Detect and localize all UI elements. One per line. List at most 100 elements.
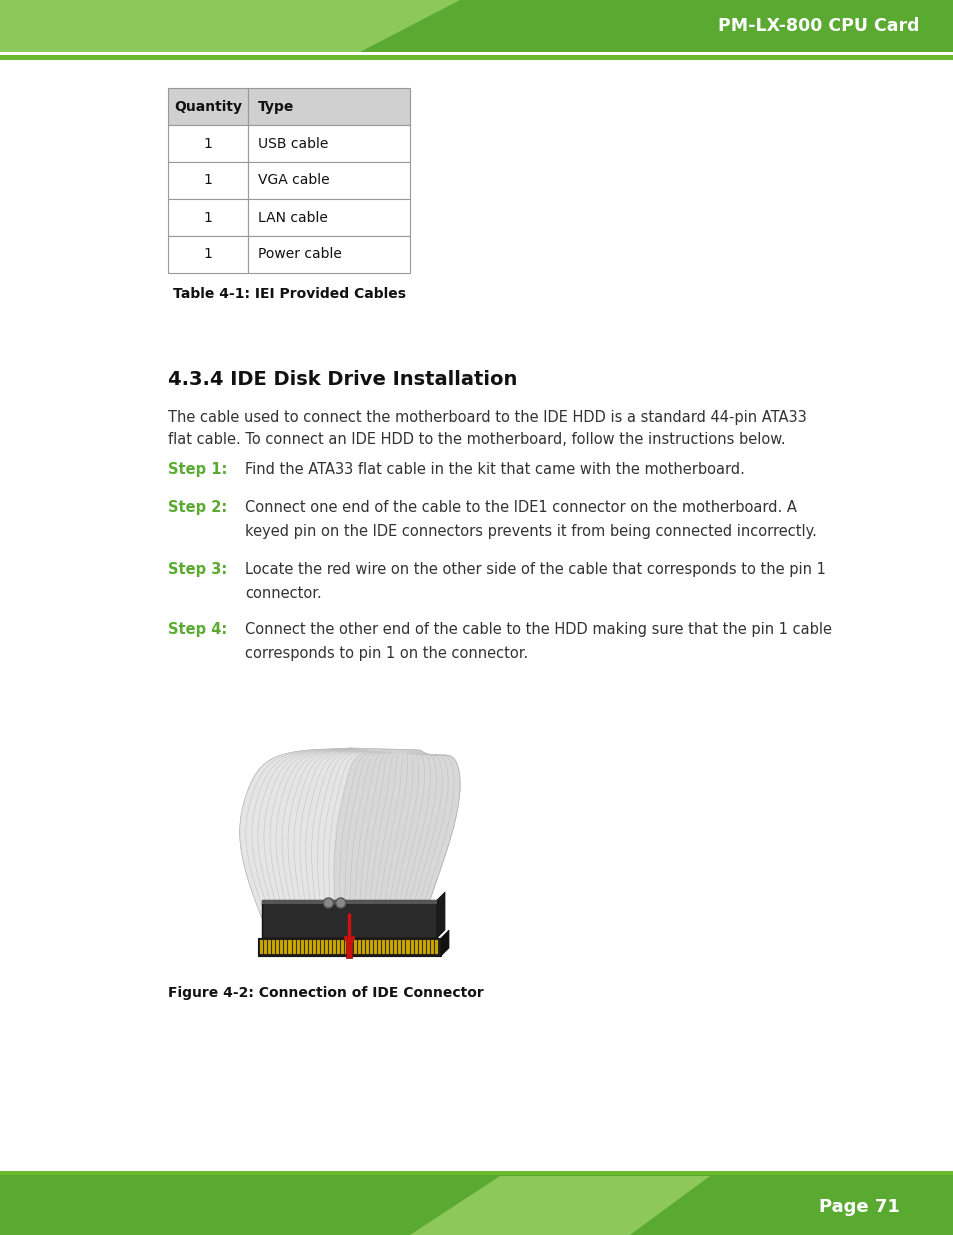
Bar: [390, 940, 393, 953]
Bar: [257, 939, 440, 956]
Bar: [272, 940, 275, 953]
Text: keyed pin on the IDE connectors prevents it from being connected incorrectly.: keyed pin on the IDE connectors prevents…: [245, 524, 816, 538]
Text: Table 4-1: IEI Provided Cables: Table 4-1: IEI Provided Cables: [172, 287, 406, 301]
Bar: [0, 56, 953, 61]
Text: Quantity: Quantity: [173, 100, 242, 114]
Bar: [264, 940, 267, 953]
Bar: [386, 940, 389, 953]
Bar: [406, 940, 409, 953]
Text: Page 71: Page 71: [819, 1198, 899, 1216]
Bar: [422, 940, 425, 953]
Bar: [346, 936, 352, 958]
Bar: [316, 940, 319, 953]
Bar: [337, 940, 340, 953]
Text: 1: 1: [203, 247, 213, 262]
Bar: [333, 940, 335, 953]
Bar: [248, 125, 410, 162]
Text: Step 1:: Step 1:: [168, 462, 227, 477]
Bar: [248, 199, 410, 236]
Bar: [398, 940, 401, 953]
Text: Type: Type: [257, 100, 294, 114]
Text: connector.: connector.: [245, 585, 321, 601]
Text: Find the ATA33 flat cable in the kit that came with the motherboard.: Find the ATA33 flat cable in the kit tha…: [245, 462, 744, 477]
Text: Step 3:: Step 3:: [168, 562, 227, 577]
Bar: [300, 940, 303, 953]
Text: 1: 1: [203, 137, 213, 151]
Bar: [410, 940, 414, 953]
Bar: [304, 940, 308, 953]
Polygon shape: [239, 748, 459, 940]
Bar: [329, 940, 332, 953]
Bar: [377, 940, 380, 953]
Bar: [361, 940, 364, 953]
Bar: [341, 940, 344, 953]
Bar: [381, 940, 385, 953]
Polygon shape: [410, 1176, 709, 1235]
Bar: [268, 940, 271, 953]
Circle shape: [323, 898, 334, 908]
Text: flat cable. To connect an IDE HDD to the motherboard, follow the instructions be: flat cable. To connect an IDE HDD to the…: [168, 432, 785, 447]
Bar: [248, 236, 410, 273]
Bar: [248, 88, 410, 125]
Text: Connect one end of the cable to the IDE1 connector on the motherboard. A: Connect one end of the cable to the IDE1…: [245, 500, 796, 515]
Bar: [394, 940, 396, 953]
Bar: [321, 940, 324, 953]
Bar: [262, 900, 436, 904]
Bar: [260, 940, 263, 953]
Bar: [168, 125, 248, 162]
Bar: [0, 1168, 953, 1170]
Bar: [418, 940, 421, 953]
Text: LAN cable: LAN cable: [257, 210, 328, 225]
Polygon shape: [436, 892, 444, 939]
Bar: [357, 940, 360, 953]
Bar: [262, 900, 436, 939]
Polygon shape: [359, 0, 953, 52]
Text: Figure 4-2: Connection of IDE Connector: Figure 4-2: Connection of IDE Connector: [168, 986, 483, 1000]
Bar: [168, 162, 248, 199]
Text: Step 2:: Step 2:: [168, 500, 227, 515]
Text: 1: 1: [203, 173, 213, 188]
Bar: [248, 162, 410, 199]
Bar: [168, 88, 248, 125]
Bar: [370, 940, 373, 953]
Text: 4.3.4 IDE Disk Drive Installation: 4.3.4 IDE Disk Drive Installation: [168, 370, 517, 389]
Text: corresponds to pin 1 on the connector.: corresponds to pin 1 on the connector.: [245, 646, 528, 661]
Bar: [325, 940, 328, 953]
Text: PM-LX-800 CPU Card: PM-LX-800 CPU Card: [718, 17, 919, 35]
Bar: [284, 940, 287, 953]
Bar: [354, 940, 356, 953]
Text: Connect the other end of the cable to the HDD making sure that the pin 1 cable: Connect the other end of the cable to th…: [245, 622, 831, 637]
Bar: [296, 940, 299, 953]
Bar: [349, 940, 353, 953]
Bar: [415, 940, 417, 953]
Polygon shape: [239, 748, 381, 940]
Bar: [431, 940, 434, 953]
Bar: [0, 1171, 953, 1174]
Bar: [313, 940, 315, 953]
Text: 1: 1: [203, 210, 213, 225]
Bar: [0, 1172, 953, 1235]
Bar: [426, 940, 430, 953]
Text: The cable used to connect the motherboard to the IDE HDD is a standard 44-pin AT: The cable used to connect the motherboar…: [168, 410, 806, 425]
Bar: [374, 940, 376, 953]
Bar: [168, 236, 248, 273]
Bar: [402, 940, 405, 953]
Bar: [309, 940, 312, 953]
Text: Locate the red wire on the other side of the cable that corresponds to the pin 1: Locate the red wire on the other side of…: [245, 562, 825, 577]
Bar: [280, 940, 283, 953]
Text: Power cable: Power cable: [257, 247, 341, 262]
Bar: [435, 940, 437, 953]
Bar: [276, 940, 279, 953]
Polygon shape: [0, 0, 569, 52]
Circle shape: [335, 898, 345, 908]
Text: USB cable: USB cable: [257, 137, 328, 151]
Bar: [168, 199, 248, 236]
Bar: [0, 53, 953, 56]
Text: Step 4:: Step 4:: [168, 622, 227, 637]
Bar: [288, 940, 292, 953]
Bar: [345, 940, 348, 953]
Polygon shape: [440, 930, 449, 956]
Bar: [293, 940, 295, 953]
Text: VGA cable: VGA cable: [257, 173, 330, 188]
Bar: [365, 940, 369, 953]
